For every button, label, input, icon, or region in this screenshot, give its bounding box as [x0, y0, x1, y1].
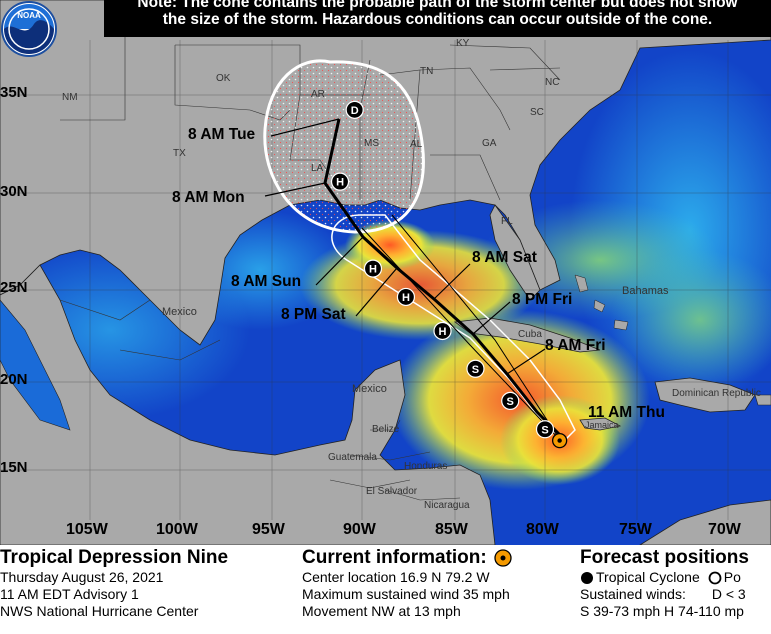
svg-text:NOAA: NOAA	[17, 11, 41, 20]
movement: Movement NW at 13 mph	[302, 603, 461, 619]
track-point-symbol: S	[472, 364, 479, 376]
advisory-date: Thursday August 26, 2021	[0, 569, 164, 585]
current-position-icon	[494, 549, 512, 567]
lat-label: 20N	[0, 371, 28, 388]
state-label: NM	[62, 92, 78, 103]
state-label: LA	[311, 163, 324, 174]
country-label: Mexico	[352, 383, 387, 395]
track-point-symbol: H	[336, 177, 344, 189]
country-label: Cuba	[518, 329, 542, 340]
wind-ranges: S 39-73 mph H 74-110 mp	[580, 603, 744, 619]
jamaica-land	[579, 417, 622, 431]
forecast-cone-days-4-5	[263, 59, 425, 234]
track-point-symbol: H	[402, 292, 410, 304]
state-label: AR	[311, 89, 325, 100]
state-label: OK	[216, 73, 231, 84]
grid-lines	[0, 40, 771, 520]
lat-label: 35N	[0, 84, 28, 101]
lon-label: 105W	[66, 521, 108, 538]
track-label-11am-thu: 11 AM Thu	[588, 404, 665, 421]
lon-label: 75W	[619, 521, 652, 538]
disclaimer-line-2: the size of the storm. Hazardous conditi…	[162, 11, 713, 28]
track-points: S S S H H H H D	[330, 100, 568, 449]
track-label-8am-sat: 8 AM Sat	[472, 249, 537, 266]
track-point-3: S	[466, 359, 485, 378]
track-label-8am-sun: 8 AM Sun	[231, 273, 302, 290]
country-label: Mexico	[162, 306, 197, 318]
state-label: NC	[545, 77, 560, 88]
forecast-cone-days-1-3	[331, 214, 576, 441]
hispaniola-land	[654, 377, 756, 413]
country-label: Bahamas	[622, 285, 669, 297]
track-point-6: H	[363, 259, 383, 278]
lon-label: 70W	[708, 521, 741, 538]
track-point-7: H	[330, 172, 350, 191]
track-point-0	[551, 432, 568, 449]
center-location: Center location 16.9 N 79.2 W	[302, 569, 490, 585]
track-label-8am-fri: 8 AM Fri	[545, 337, 606, 354]
disclaimer-line-1: Note: The cone contains the probable pat…	[137, 0, 738, 11]
lat-label: 15N	[0, 459, 28, 476]
map-canvas: S S S H H H H D	[0, 0, 771, 545]
cone-disclaimer: Note: The cone contains the probable pat…	[104, 0, 771, 37]
country-label: Belize	[372, 424, 400, 435]
lon-label: 90W	[343, 521, 376, 538]
post-tropical-icon	[708, 571, 722, 584]
track-point-symbol: S	[541, 424, 548, 436]
noaa-logo-icon: NOAA	[1, 1, 57, 57]
track-label-8pm-sat: 8 PM Sat	[281, 306, 346, 323]
state-label: SC	[530, 107, 544, 118]
track-point-2: S	[501, 391, 520, 410]
country-label: El Salvador	[366, 486, 418, 497]
lon-label: 100W	[156, 521, 198, 538]
storm-info-panel: Tropical Depression Nine Thursday August…	[0, 545, 292, 634]
advisory-number: 11 AM EDT Advisory 1	[0, 586, 139, 602]
track-point-4: H	[433, 321, 452, 341]
state-label: AL	[410, 139, 423, 150]
track-label-8am-mon: 8 AM Mon	[172, 189, 245, 206]
country-label: Guatemala	[328, 452, 377, 463]
forecast-map: S S S H H H H D NOAA Note: The cone contains th…	[0, 0, 771, 545]
south-america-land	[639, 499, 771, 545]
state-label: FL	[501, 216, 513, 227]
florida-land	[489, 204, 541, 301]
country-label: Honduras	[404, 461, 448, 472]
storm-name: Tropical Depression Nine	[0, 547, 229, 568]
cuba-land	[453, 317, 601, 353]
lat-label: 30N	[0, 183, 28, 200]
state-label: MS	[364, 138, 379, 149]
issuing-center: NWS National Hurricane Center	[0, 603, 199, 619]
current-info-title: Current information:	[302, 547, 487, 568]
track-label-8pm-fri: 8 PM Fri	[512, 291, 573, 308]
lon-label: 95W	[252, 521, 285, 538]
tropical-cyclone-icon	[581, 571, 593, 584]
track-point-symbol: H	[369, 264, 377, 276]
country-label: Jamaica	[585, 420, 619, 430]
lon-label: 80W	[526, 521, 559, 538]
forecast-legend-panel: Forecast positions Tropical Cyclone Po S…	[580, 545, 771, 634]
track-point-symbol: S	[507, 396, 514, 408]
sustained-winds-label: Sustained winds:	[580, 586, 686, 602]
track-point-1: S	[535, 420, 555, 439]
track-point-symbol: D	[351, 105, 359, 117]
lon-label: 85W	[435, 521, 468, 538]
lat-label: 25N	[0, 279, 28, 296]
state-label: GA	[482, 138, 497, 149]
tropical-cyclone-label: Tropical Cyclone	[596, 569, 700, 585]
country-label: Nicaragua	[424, 500, 470, 511]
state-label: TN	[420, 66, 434, 77]
track-point-8: D	[345, 100, 364, 119]
max-wind: Maximum sustained wind 35 mph	[302, 586, 510, 602]
post-tropical-label: Po	[723, 569, 741, 585]
depression-key: D < 3	[711, 586, 746, 602]
country-label: Dominican Republic	[672, 388, 761, 399]
state-label: TX	[173, 148, 186, 159]
track-point-symbol: H	[439, 326, 447, 338]
track-label-8am-tue: 8 AM Tue	[188, 126, 256, 143]
current-info-panel: Current information: Center location 16.…	[302, 545, 572, 634]
track-point-5: H	[396, 287, 416, 307]
forecast-title: Forecast positions	[580, 547, 749, 568]
state-label: KY	[456, 38, 470, 49]
